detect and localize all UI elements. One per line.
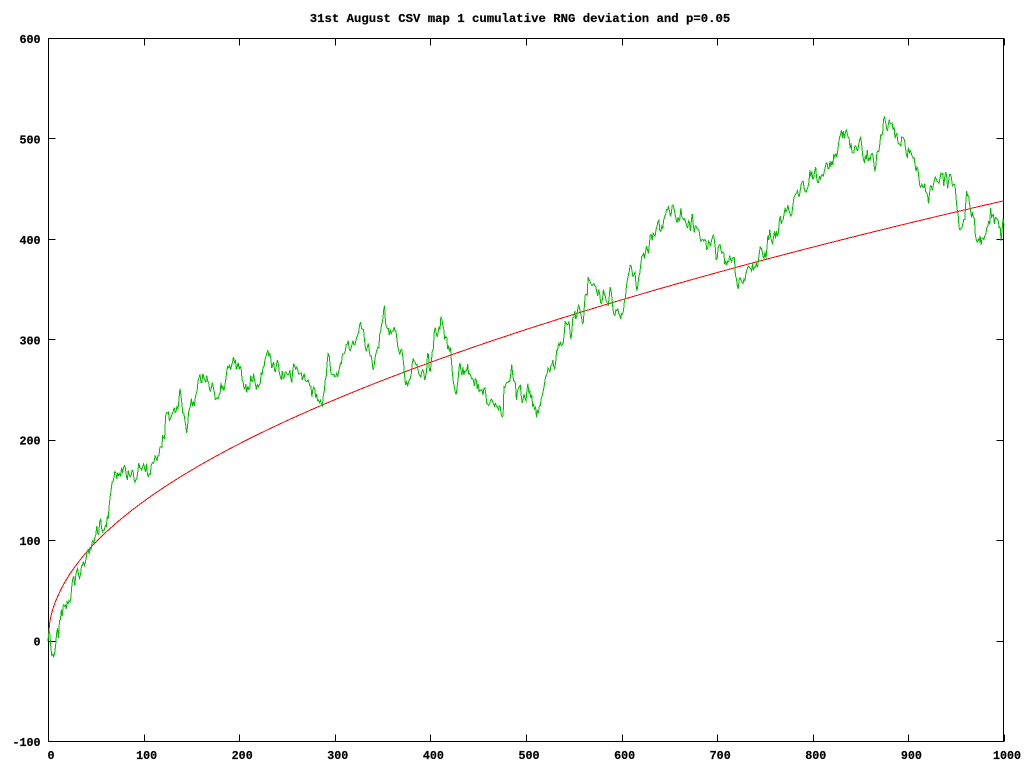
svg-text:100: 100 — [19, 535, 40, 549]
svg-text:100: 100 — [136, 749, 157, 763]
svg-text:400: 400 — [19, 234, 40, 248]
svg-text:0: 0 — [47, 749, 54, 763]
svg-text:300: 300 — [327, 749, 348, 763]
svg-text:600: 600 — [19, 33, 40, 47]
svg-text:200: 200 — [19, 435, 40, 449]
svg-text:1000: 1000 — [993, 749, 1021, 763]
svg-text:600: 600 — [614, 749, 635, 763]
svg-text:200: 200 — [232, 749, 253, 763]
svg-text:700: 700 — [710, 749, 731, 763]
svg-text:500: 500 — [19, 133, 40, 147]
svg-text:-100: -100 — [12, 736, 40, 750]
svg-text:31st August CSV map 1 cumulati: 31st August CSV map 1 cumulative RNG dev… — [310, 12, 731, 26]
svg-text:400: 400 — [423, 749, 444, 763]
svg-text:800: 800 — [805, 749, 826, 763]
svg-text:900: 900 — [901, 749, 922, 763]
svg-text:0: 0 — [33, 636, 40, 650]
svg-text:500: 500 — [518, 749, 539, 763]
svg-text:300: 300 — [19, 334, 40, 348]
